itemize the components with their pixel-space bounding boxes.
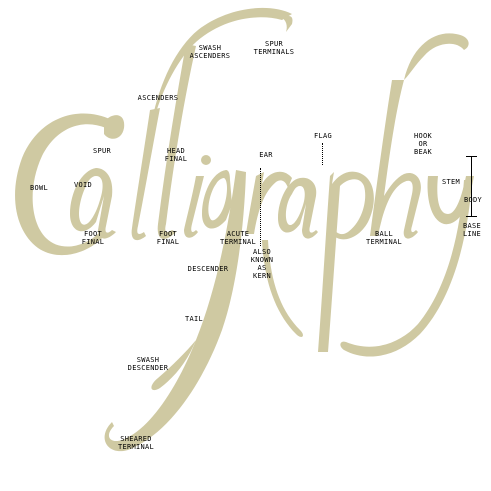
letter-a2-stroke bbox=[278, 177, 318, 239]
letter-i-stroke bbox=[184, 176, 204, 238]
letter-a-stroke bbox=[70, 168, 116, 239]
label-sheared-terminal: SHEARED TERMINAL bbox=[117, 435, 155, 451]
label-acute-terminal: ACUTE TERMINAL bbox=[219, 230, 257, 246]
letter-l2-stroke bbox=[157, 44, 196, 239]
label-foot-final-1: FOOT FINAL bbox=[81, 230, 105, 246]
label-spur: SPUR bbox=[92, 147, 112, 155]
label-also-known-as-kern: ALSO KNOWN AS KERN bbox=[250, 248, 274, 280]
swash-ascender-stroke bbox=[146, 7, 292, 161]
descender-stroke bbox=[262, 240, 303, 337]
label-base-line: BASE LINE bbox=[462, 222, 482, 238]
label-ear: EAR bbox=[259, 151, 273, 159]
label-swash-descender: SWASH DESCENDER bbox=[127, 356, 169, 372]
flag-leader-line bbox=[322, 143, 323, 165]
label-hook-or-beak: HOOK OR BEAK bbox=[413, 132, 433, 156]
kern-leader-line bbox=[260, 168, 261, 246]
letter-h-ascender-swash bbox=[404, 33, 469, 80]
letter-g-bowl-stroke bbox=[202, 170, 232, 229]
label-swash-ascenders: SWASH ASCENDERS bbox=[189, 44, 231, 60]
label-descender: DESCENDER bbox=[187, 265, 229, 273]
label-stem: STEM bbox=[441, 178, 461, 186]
label-ball-terminal: BALL TERMINAL bbox=[365, 230, 403, 246]
letter-h-stroke bbox=[370, 80, 421, 239]
label-head-final: HEAD FINAL bbox=[164, 147, 188, 163]
label-tail: TAIL bbox=[184, 315, 204, 323]
letter-c-stroke bbox=[15, 113, 113, 256]
swash-descender-stroke bbox=[104, 170, 247, 452]
label-body: BODY bbox=[463, 196, 483, 204]
letter-p-stroke bbox=[318, 171, 374, 352]
label-ascenders: ASCENDERS bbox=[137, 94, 179, 102]
label-spur-terminals: SPUR TERMINALS bbox=[253, 40, 295, 56]
label-bowl: BOWL bbox=[29, 184, 49, 192]
label-void: VOID bbox=[73, 181, 93, 189]
stem-bracket-top bbox=[466, 156, 477, 157]
calligraphy-word-strokes bbox=[15, 7, 474, 452]
ball-terminal-tail bbox=[340, 180, 472, 357]
stem-bracket-bottom bbox=[466, 216, 477, 217]
spur-terminal-stroke bbox=[282, 16, 293, 32]
letter-r-stroke bbox=[246, 171, 292, 234]
tail-stroke bbox=[151, 340, 196, 391]
stem-bracket-line bbox=[471, 156, 472, 216]
letter-c-head-stroke bbox=[104, 115, 125, 139]
label-foot-final-2: FOOT FINAL bbox=[156, 230, 180, 246]
letter-l1-stroke bbox=[131, 108, 160, 241]
label-flag: FLAG bbox=[313, 132, 333, 140]
letter-i-dot bbox=[201, 155, 211, 165]
